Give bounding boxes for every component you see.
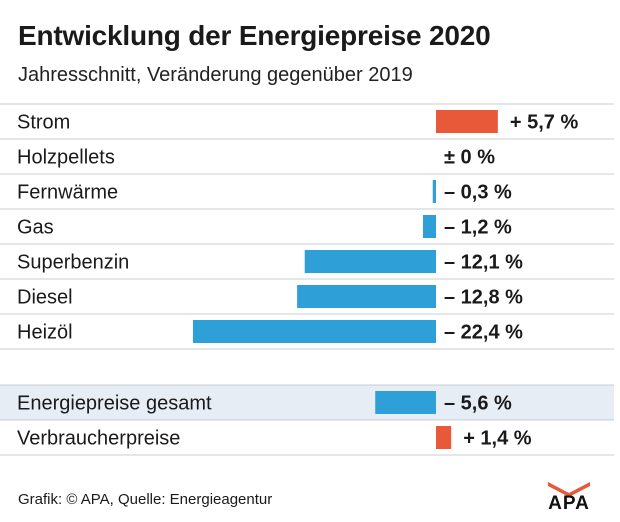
row-5-label: Superbenzin (17, 252, 129, 274)
apa-logo-text: APA (548, 493, 590, 510)
row-4-value-label: – 1,2 % (444, 217, 512, 239)
summary-row-1-label: Energiepreise gesamt (17, 393, 212, 415)
row-7-value-label: – 22,4 % (444, 322, 523, 344)
chart-subtitle: Jahresschnitt, Veränderung gegenüber 201… (18, 64, 413, 86)
chart-layer: Strom + 5,7 % Holzpellets ± 0 % Fernwärme – 0… (0, 103, 614, 456)
row-5-bar (304, 250, 436, 273)
row-4-bar (422, 215, 436, 238)
source-credit: Grafik: © APA, Quelle: Energieagentur (18, 491, 273, 508)
row-1-value-label: + 5,7 % (510, 112, 579, 134)
row-3-value-label: – 0,3 % (444, 182, 512, 204)
summary-highlight-band (0, 385, 614, 420)
summary-row-1-value-label: – 5,6 % (444, 393, 512, 415)
row-1-label: Strom (17, 112, 70, 134)
apa-logo-chevron (548, 482, 590, 497)
row-6-bar (297, 285, 436, 308)
row-6-label: Diesel (17, 287, 73, 309)
summary-row-2-label: Verbraucherpreise (17, 428, 180, 450)
summary-row-1-bar (375, 391, 436, 414)
row-2-label: Holzpellets (17, 147, 115, 169)
row-6-value-label: – 12,8 % (444, 287, 523, 309)
row-1-bar (436, 110, 498, 133)
row-3-bar (432, 180, 436, 203)
row-3-label: Fernwärme (17, 182, 118, 204)
row-2-value-label: ± 0 % (444, 147, 495, 169)
chart-title: Entwicklung der Energiepreise 2020 (18, 20, 491, 51)
row-5-value-label: – 12,1 % (444, 252, 523, 274)
apa-logo: APA (548, 482, 590, 510)
row-7-label: Heizöl (17, 322, 73, 344)
row-4-label: Gas (17, 217, 54, 239)
row-7-bar (192, 320, 436, 343)
summary-row-2-value-label: + 1,4 % (463, 428, 532, 450)
summary-row-2-bar (436, 426, 452, 449)
